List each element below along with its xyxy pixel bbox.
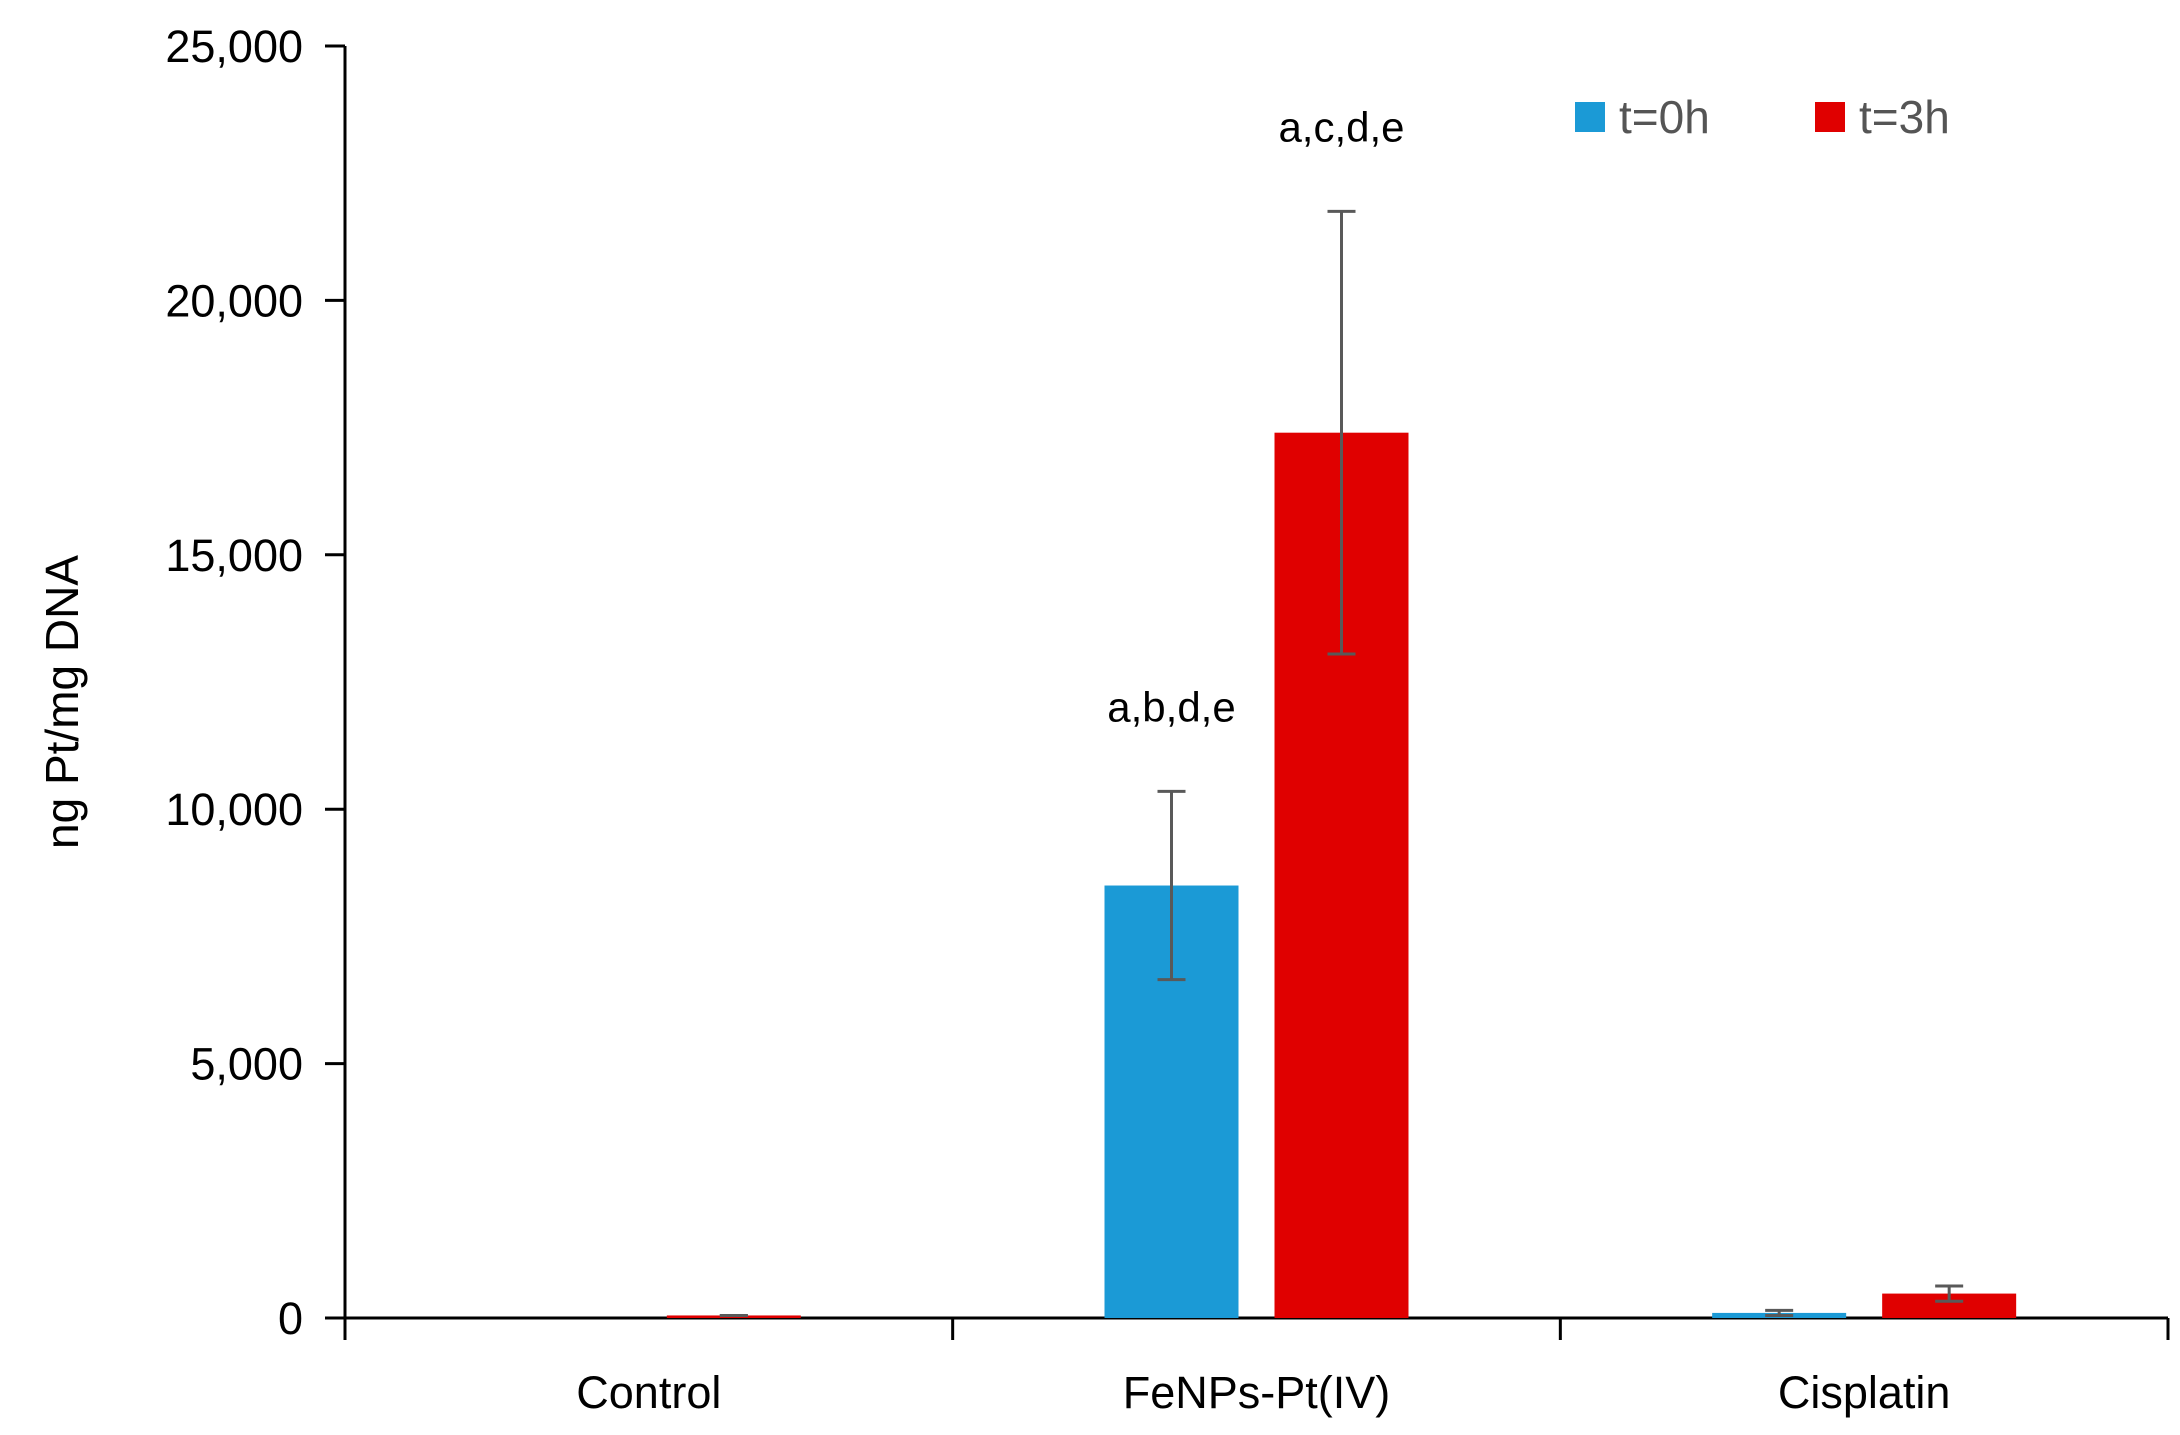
error-bars-group bbox=[719, 209, 1964, 1317]
legend-label: t=0h bbox=[1619, 91, 1710, 143]
legend-swatch bbox=[1815, 102, 1845, 132]
legend-swatch bbox=[1575, 102, 1605, 132]
x-axis: Control FeNPs-Pt(IV) Cisplatin bbox=[343, 1316, 2170, 1418]
y-tick-label: 10,000 bbox=[165, 784, 303, 835]
legend: t=0h t=3h bbox=[1575, 91, 1950, 143]
x-category-label: FeNPs-Pt(IV) bbox=[1123, 1367, 1391, 1418]
y-tick-label: 25,000 bbox=[165, 21, 303, 72]
legend-label: t=3h bbox=[1859, 91, 1950, 143]
y-axis: 0 5,000 10,000 15,000 20,000 25,000 bbox=[165, 21, 347, 1344]
y-tick-label: 20,000 bbox=[165, 275, 303, 326]
y-tick-label: 15,000 bbox=[165, 530, 303, 581]
y-axis-label: ng Pt/mg DNA bbox=[36, 555, 88, 849]
x-category-label: Control bbox=[576, 1367, 721, 1418]
x-category-label: Cisplatin bbox=[1778, 1367, 1951, 1418]
y-tick-label: 0 bbox=[278, 1293, 303, 1344]
y-tick-label: 5,000 bbox=[190, 1039, 303, 1090]
significance-annotation: a,c,d,e bbox=[1278, 103, 1404, 150]
significance-annotation: a,b,d,e bbox=[1107, 683, 1235, 730]
annotations-group: a,b,d,e a,c,d,e bbox=[1107, 103, 1404, 730]
